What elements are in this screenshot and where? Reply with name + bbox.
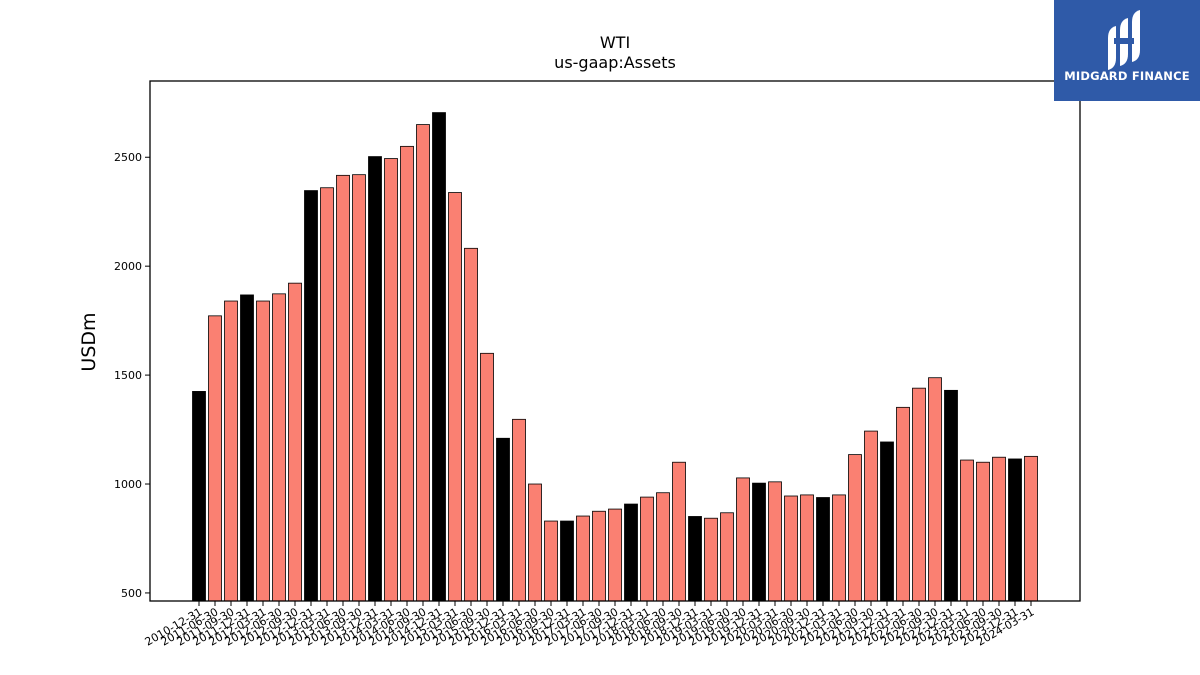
bar-2021-03-31 [832, 494, 846, 602]
bar-2020-06-30 [784, 495, 798, 602]
bar-2022-09-30 [928, 377, 942, 602]
bar-2016-12-31 [560, 520, 574, 602]
bar-2011-09-30 [224, 300, 238, 602]
bar-2024-03-31 [1024, 455, 1038, 602]
bar-2019-03-31 [704, 517, 718, 602]
bar-2014-03-31 [384, 158, 398, 602]
y-tick-label: 2000 [114, 260, 142, 273]
bar-2015-03-31 [448, 192, 462, 602]
bar-2018-03-31 [640, 496, 654, 602]
bar-2022-03-31 [896, 406, 910, 602]
bar-2019-09-30 [736, 477, 750, 602]
y-axis-label: USDm [78, 312, 100, 371]
bar-2022-06-30 [912, 387, 926, 602]
chart-title: WTI [600, 33, 630, 52]
bar-2018-06-30 [656, 492, 670, 602]
plot-frame [149, 80, 1081, 602]
bar-2021-06-30 [848, 454, 862, 602]
bar-2013-12-31 [368, 156, 382, 602]
bar-2022-12-31 [944, 389, 958, 602]
bar-2019-12-31 [752, 482, 766, 602]
bar-2018-12-31 [688, 516, 702, 602]
bar-2014-06-30 [400, 145, 414, 602]
bar-2020-03-31 [768, 481, 782, 602]
bar-2016-03-31 [512, 418, 526, 602]
bar-2015-12-31 [496, 437, 510, 602]
bar-2020-09-30 [800, 494, 814, 602]
logo-text: MIDGARD FINANCE [1064, 69, 1190, 83]
bar-2012-03-31 [256, 300, 270, 602]
bar-2014-12-31 [432, 112, 446, 602]
y-tick-label: 2500 [114, 151, 142, 164]
bar-2023-09-30 [992, 456, 1006, 602]
bar-2015-06-30 [464, 247, 478, 602]
bar-2014-09-30 [416, 124, 430, 602]
bar-2016-09-30 [544, 520, 558, 602]
bar-2013-09-30 [352, 174, 366, 602]
bar-2023-06-30 [976, 461, 990, 602]
bar-2020-12-31 [816, 497, 830, 602]
bar-2015-09-30 [480, 352, 494, 602]
bar-2010-12-31 [192, 391, 206, 602]
midgard-logo-icon [1108, 10, 1140, 70]
chart-subtitle: us-gaap:Assets [554, 53, 676, 72]
bar-2021-09-30 [864, 430, 878, 602]
bar-2013-03-31 [320, 187, 334, 602]
brand-logo: MIDGARD FINANCE [1054, 0, 1200, 101]
bar-2017-06-30 [592, 510, 606, 602]
bar-2018-09-30 [672, 461, 686, 602]
bar-2013-06-30 [336, 174, 350, 602]
x-ticks-group: 2010-12-312011-06-302011-09-302011-12-31… [143, 601, 1037, 649]
bar-2023-12-31 [1008, 458, 1022, 602]
bar-2011-06-30 [208, 315, 222, 602]
bars-group [192, 112, 1038, 602]
bar-2017-12-31 [624, 503, 638, 602]
bar-2012-06-30 [272, 293, 286, 602]
bar-2019-06-30 [720, 512, 734, 602]
bar-2011-12-31 [240, 294, 254, 602]
y-tick-label: 500 [121, 587, 142, 600]
bar-2023-03-31 [960, 459, 974, 602]
bar-2021-12-31 [880, 441, 894, 602]
y-tick-label: 1000 [114, 478, 142, 491]
y-tick-label: 1500 [114, 369, 142, 382]
bar-2016-06-30 [528, 483, 542, 602]
bar-2012-12-31 [304, 190, 318, 602]
bar-2012-09-30 [288, 282, 302, 602]
bar-2017-09-30 [608, 508, 622, 602]
y-ticks-group: 500 1000 1500 2000 2500 [114, 151, 150, 600]
bar-2017-03-31 [576, 515, 590, 602]
